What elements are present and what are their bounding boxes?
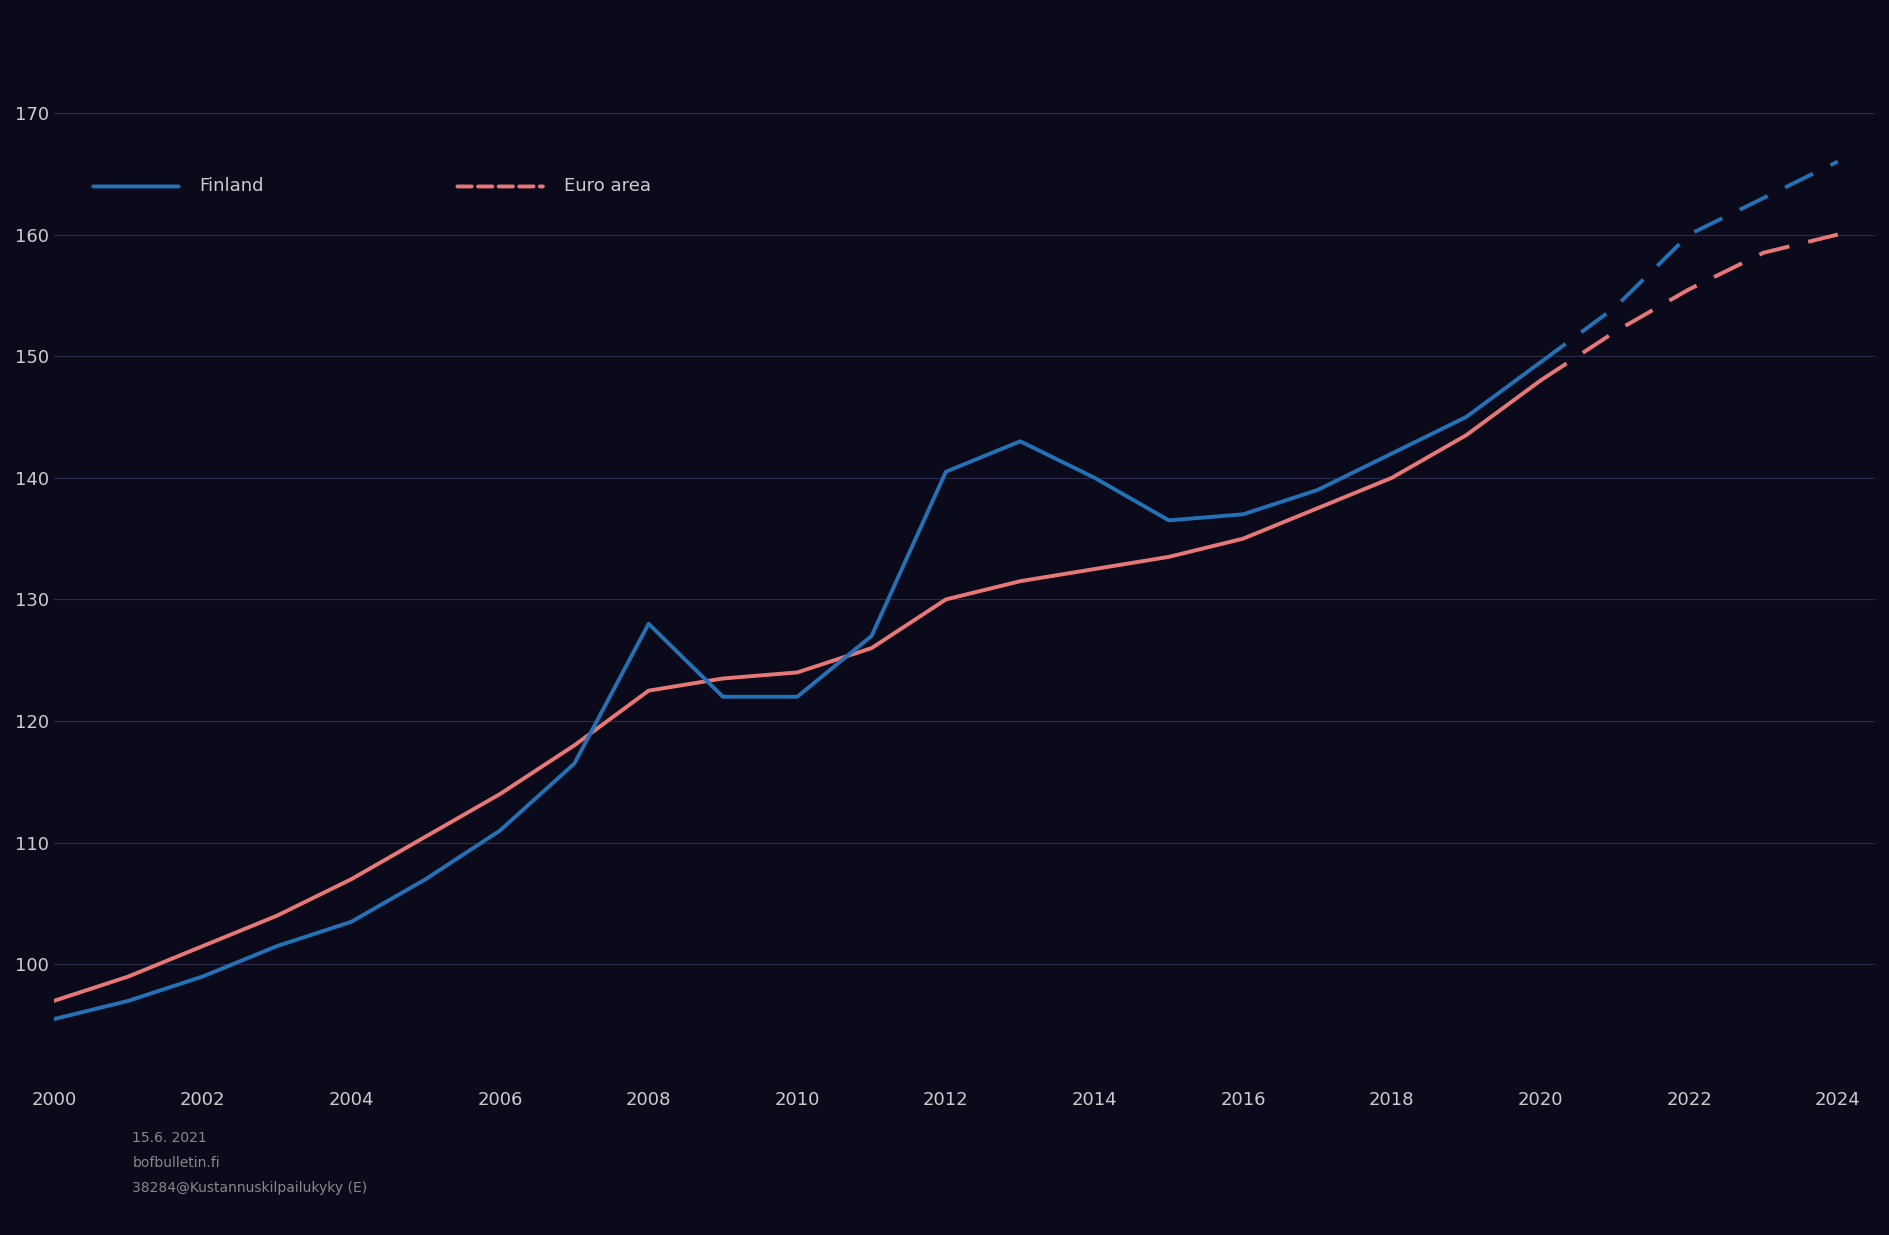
Text: bofbulletin.fi: bofbulletin.fi xyxy=(132,1156,219,1170)
Text: 38284@Kustannuskilpailukyky (E): 38284@Kustannuskilpailukyky (E) xyxy=(132,1181,366,1194)
Text: Euro area: Euro area xyxy=(563,178,650,195)
Text: Finland: Finland xyxy=(200,178,264,195)
Text: 15.6. 2021: 15.6. 2021 xyxy=(132,1131,208,1145)
